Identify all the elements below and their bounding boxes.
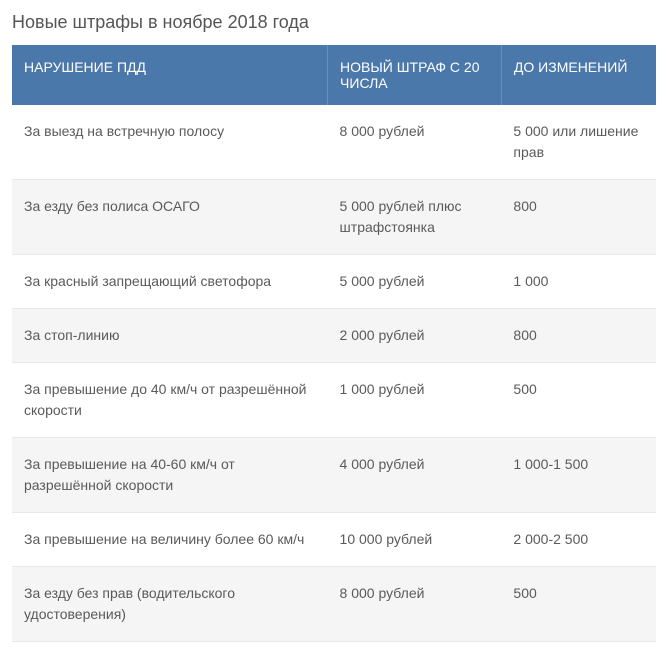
table-row: За езду без полиса ОСАГО 5 000 рублей пл…	[12, 180, 656, 255]
cell-new-fine: 4 000 рублей	[328, 438, 502, 513]
table-row: За красный запрещающий светофора 5 000 р…	[12, 255, 656, 309]
cell-violation: За выезд на встречную полосу	[12, 105, 328, 180]
cell-before: 2 000-2 500	[501, 513, 656, 567]
table-row: За выезд на встречную полосу 8 000 рубле…	[12, 105, 656, 180]
table-row: За превышение на 40-60 км/ч от разрешённ…	[12, 438, 656, 513]
cell-before: 500	[501, 363, 656, 438]
fines-table: НАРУШЕНИЕ ПДД НОВЫЙ ШТРАФ С 20 ЧИСЛА ДО …	[12, 45, 656, 642]
cell-violation: За езду без прав (водительского удостове…	[12, 567, 328, 642]
cell-violation: За превышение на величину более 60 км/ч	[12, 513, 328, 567]
cell-new-fine: 10 000 рублей	[328, 513, 502, 567]
col-header-new-fine: НОВЫЙ ШТРАФ С 20 ЧИСЛА	[328, 45, 502, 105]
page-title: Новые штрафы в ноябре 2018 года	[12, 12, 656, 33]
cell-new-fine: 1 000 рублей	[328, 363, 502, 438]
cell-before: 800	[501, 180, 656, 255]
cell-violation: За превышение на 40-60 км/ч от разрешённ…	[12, 438, 328, 513]
cell-violation: За езду без полиса ОСАГО	[12, 180, 328, 255]
cell-new-fine: 8 000 рублей	[328, 567, 502, 642]
cell-before: 800	[501, 309, 656, 363]
table-header-row: НАРУШЕНИЕ ПДД НОВЫЙ ШТРАФ С 20 ЧИСЛА ДО …	[12, 45, 656, 105]
cell-before: 1 000	[501, 255, 656, 309]
table-row: За превышение на величину более 60 км/ч …	[12, 513, 656, 567]
cell-new-fine: 5 000 рублей	[328, 255, 502, 309]
cell-before: 5 000 или лишение прав	[501, 105, 656, 180]
table-row: За стоп-линию 2 000 рублей 800	[12, 309, 656, 363]
table-row: За превышение до 40 км/ч от разрешённой …	[12, 363, 656, 438]
table-body: За выезд на встречную полосу 8 000 рубле…	[12, 105, 656, 642]
col-header-before: ДО ИЗМЕНЕНИЙ	[501, 45, 656, 105]
col-header-violation: НАРУШЕНИЕ ПДД	[12, 45, 328, 105]
cell-violation: За красный запрещающий светофора	[12, 255, 328, 309]
cell-new-fine: 5 000 рублей плюс штрафстоянка	[328, 180, 502, 255]
table-row: За езду без прав (водительского удостове…	[12, 567, 656, 642]
cell-new-fine: 2 000 рублей	[328, 309, 502, 363]
cell-violation: За стоп-линию	[12, 309, 328, 363]
cell-before: 1 000-1 500	[501, 438, 656, 513]
cell-violation: За превышение до 40 км/ч от разрешённой …	[12, 363, 328, 438]
cell-before: 500	[501, 567, 656, 642]
cell-new-fine: 8 000 рублей	[328, 105, 502, 180]
